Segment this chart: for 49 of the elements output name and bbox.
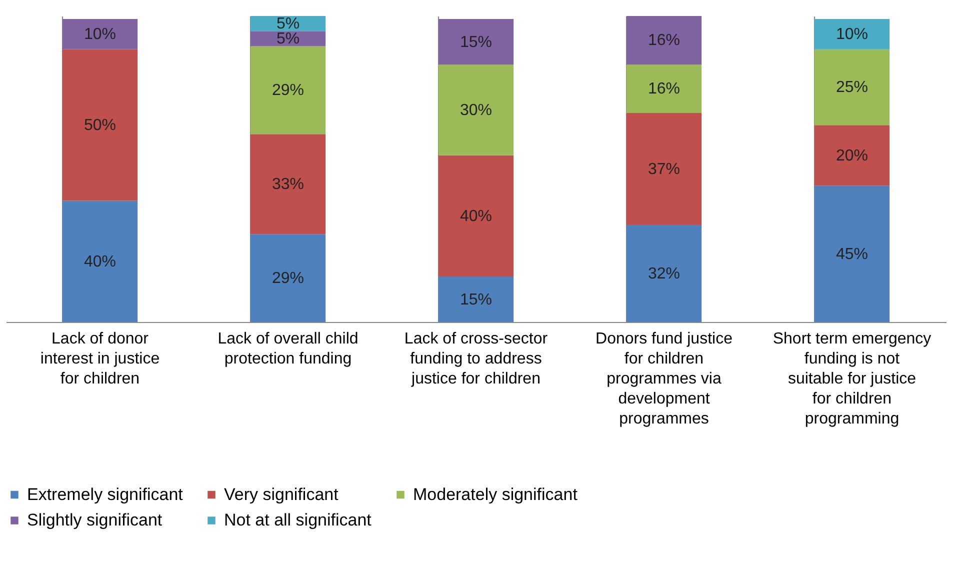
bar <box>814 19 890 50</box>
legend-label: Moderately significant <box>413 484 578 504</box>
data-label: 40% <box>84 253 116 270</box>
data-label: 37% <box>648 161 680 178</box>
data-label: 10% <box>84 26 116 44</box>
data-label: 5% <box>276 16 300 33</box>
legend-label: Very significant <box>224 484 339 504</box>
bar <box>250 134 326 234</box>
data-label: 16% <box>648 32 680 50</box>
bar <box>438 155 514 277</box>
data-label: 29% <box>272 82 304 100</box>
data-label: 30% <box>460 102 492 119</box>
data-label: 50% <box>84 117 116 134</box>
data-label: 16% <box>648 80 680 98</box>
data-label: 45% <box>836 246 868 263</box>
bar <box>62 200 138 322</box>
x-tick-label: Short term emergency funding is not suitable for justice for children programming <box>772 330 932 428</box>
x-tick-label: Lack of overall child protection funding <box>218 330 358 368</box>
x-tick-label: Donors fund justice for children programmes via development programmes <box>596 330 733 428</box>
data-label: 5% <box>276 30 300 48</box>
bar <box>626 64 702 113</box>
bar <box>626 16 702 64</box>
bar <box>626 225 702 322</box>
legend-label: Extremely significant <box>27 484 184 504</box>
data-label: 10% <box>836 26 868 44</box>
data-label: 33% <box>272 176 304 194</box>
bar <box>250 31 326 46</box>
x-tick-label: Lack of cross-sector funding to address justice for children <box>404 330 548 388</box>
legend-label: Slightly significant <box>27 510 162 530</box>
bar <box>438 276 514 322</box>
bar <box>814 125 890 186</box>
bar <box>626 112 702 226</box>
x-tick-label: Lack of donor interest in justice for children <box>40 330 160 388</box>
bar <box>250 46 326 134</box>
bar <box>250 234 326 322</box>
data-label: 20% <box>836 147 868 164</box>
data-label: 25% <box>836 79 868 96</box>
legend-label: Not at all significant <box>224 510 372 530</box>
data-label: 40% <box>460 208 492 225</box>
bar <box>62 49 138 201</box>
bar <box>62 19 138 50</box>
bar <box>814 186 890 322</box>
bar <box>814 49 890 126</box>
data-label: 15% <box>460 291 492 308</box>
bar <box>438 64 514 156</box>
data-label: 15% <box>460 34 492 51</box>
data-label: 32% <box>648 266 680 283</box>
data-label: 29% <box>272 270 304 288</box>
bar <box>438 19 514 64</box>
